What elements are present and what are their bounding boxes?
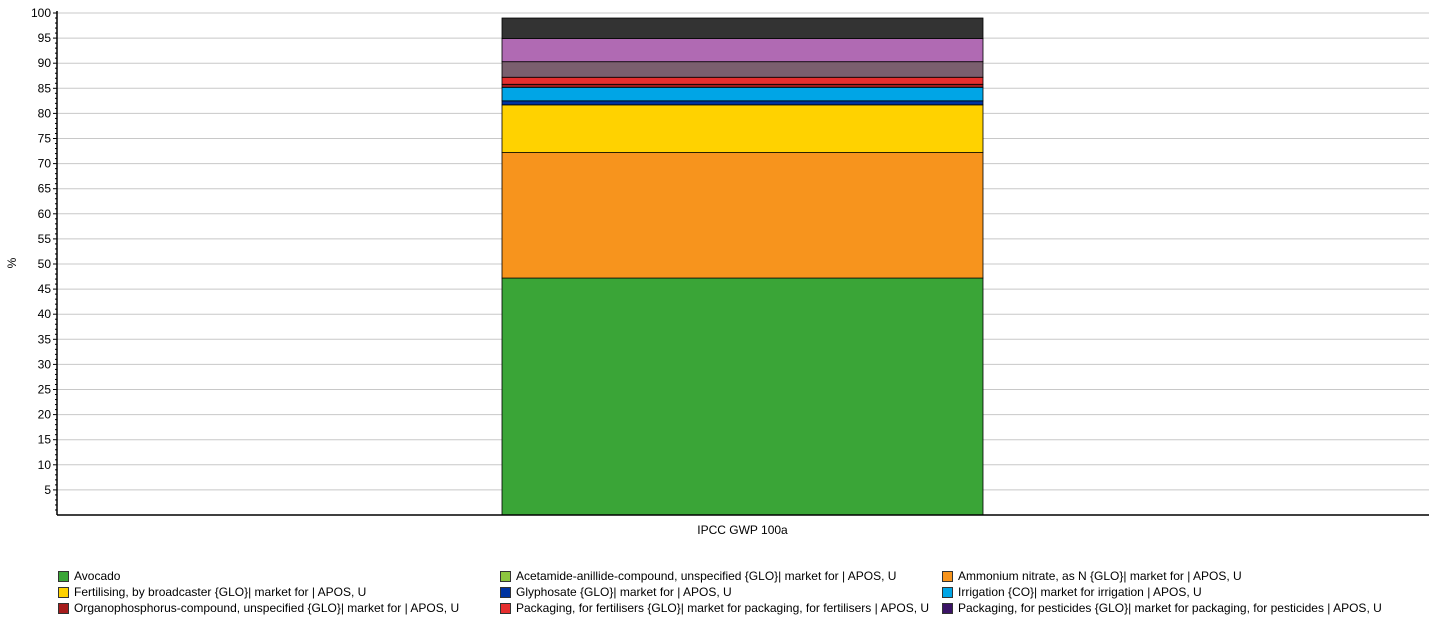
y-tick-label: 80 [38, 106, 52, 120]
bar-segment-2 [501, 152, 984, 279]
y-tick-label: 60 [38, 207, 52, 221]
legend-item: Avocado [58, 569, 500, 583]
legend-item: Organophosphorus-compound, unspecified {… [58, 601, 500, 615]
stacked-bar-plot: 5 10 15 20 25 30 35 40 45 50 55 60 65 70 75 80 85 90 95 100… [5, 6, 1429, 537]
legend-item: Packaging, for pesticides {GLO}| market … [942, 601, 1428, 615]
y-tick-label: 30 [38, 357, 52, 371]
y-tick-label: 75 [38, 132, 52, 146]
bar-stack [501, 17, 984, 516]
y-tick-label: 45 [38, 282, 52, 296]
y-tick-label: 10 [38, 458, 52, 472]
bar-segment-6 [501, 83, 984, 88]
y-tick-label: 15 [38, 433, 52, 447]
legend-item: Acetamide-anillide-compound, unspecified… [500, 569, 942, 583]
axes: 5 10 15 20 25 30 35 40 45 50 55 60 65 70 75 80 85 90 95 100 [31, 6, 1429, 516]
bar-segment-9 [501, 38, 984, 63]
legend-swatch [58, 570, 69, 582]
legend-swatch [58, 586, 69, 598]
legend-label: Acetamide-anillide-compound, unspecified… [516, 569, 897, 583]
legend-label: Avocado [74, 569, 121, 583]
y-tick-label: 5 [44, 483, 51, 497]
legend-swatch [500, 570, 511, 582]
legend-item: Ammonium nitrate, as N {GLO}| market for… [942, 569, 1428, 583]
y-axis-label: % [5, 257, 19, 268]
bar-segment-10 [501, 17, 984, 40]
y-tick-label: 85 [38, 81, 52, 95]
y-tick-label: 70 [38, 157, 52, 171]
bar-segment-3 [501, 104, 984, 153]
bar-segment-5 [501, 86, 984, 102]
legend-label: Organophosphorus-compound, unspecified {… [74, 601, 460, 615]
legend-swatch [942, 586, 953, 598]
y-tick-label: 25 [38, 383, 52, 397]
legend-item: Glyphosate {GLO}| market for | APOS, U [500, 585, 942, 599]
legend-item: Packaging, for fertilisers {GLO}| market… [500, 601, 942, 615]
bar-segment-4 [501, 100, 984, 106]
legend-swatch [500, 602, 511, 614]
y-tick-label: 65 [38, 182, 52, 196]
y-tick-label: 40 [38, 307, 52, 321]
legend-item: Irrigation {CO}| market for irrigation |… [942, 585, 1428, 599]
legend-label: Fertilising, by broadcaster {GLO}| marke… [74, 585, 367, 599]
legend-swatch [500, 586, 511, 598]
bar-segment-8 [501, 61, 984, 78]
x-category-label: IPCC GWP 100a [697, 523, 788, 537]
y-tick-label: 55 [38, 232, 52, 246]
legend-swatch [942, 602, 953, 614]
legend-swatch [942, 570, 953, 582]
y-tick-label: 100 [31, 6, 51, 20]
y-tick-label: 35 [38, 332, 52, 346]
y-tick-label: 20 [38, 408, 52, 422]
legend-label: Packaging, for pesticides {GLO}| market … [958, 601, 1382, 615]
legend-swatch [58, 602, 69, 614]
legend-label: Packaging, for fertilisers {GLO}| market… [516, 601, 930, 615]
bar-segment-7 [501, 76, 984, 85]
legend-label: Irrigation {CO}| market for irrigation |… [958, 585, 1202, 599]
y-tick-label: 50 [38, 257, 52, 271]
y-tick-label: 95 [38, 31, 52, 45]
bar-segment-1 [501, 277, 984, 516]
legend-item: Fertilising, by broadcaster {GLO}| marke… [58, 585, 500, 599]
y-tick-label: 90 [38, 56, 52, 70]
legend-label: Glyphosate {GLO}| market for | APOS, U [516, 585, 732, 599]
legend-label: Ammonium nitrate, as N {GLO}| market for… [958, 569, 1242, 583]
legend: Avocado Acetamide-anillide-compound, unsp… [58, 569, 1428, 615]
